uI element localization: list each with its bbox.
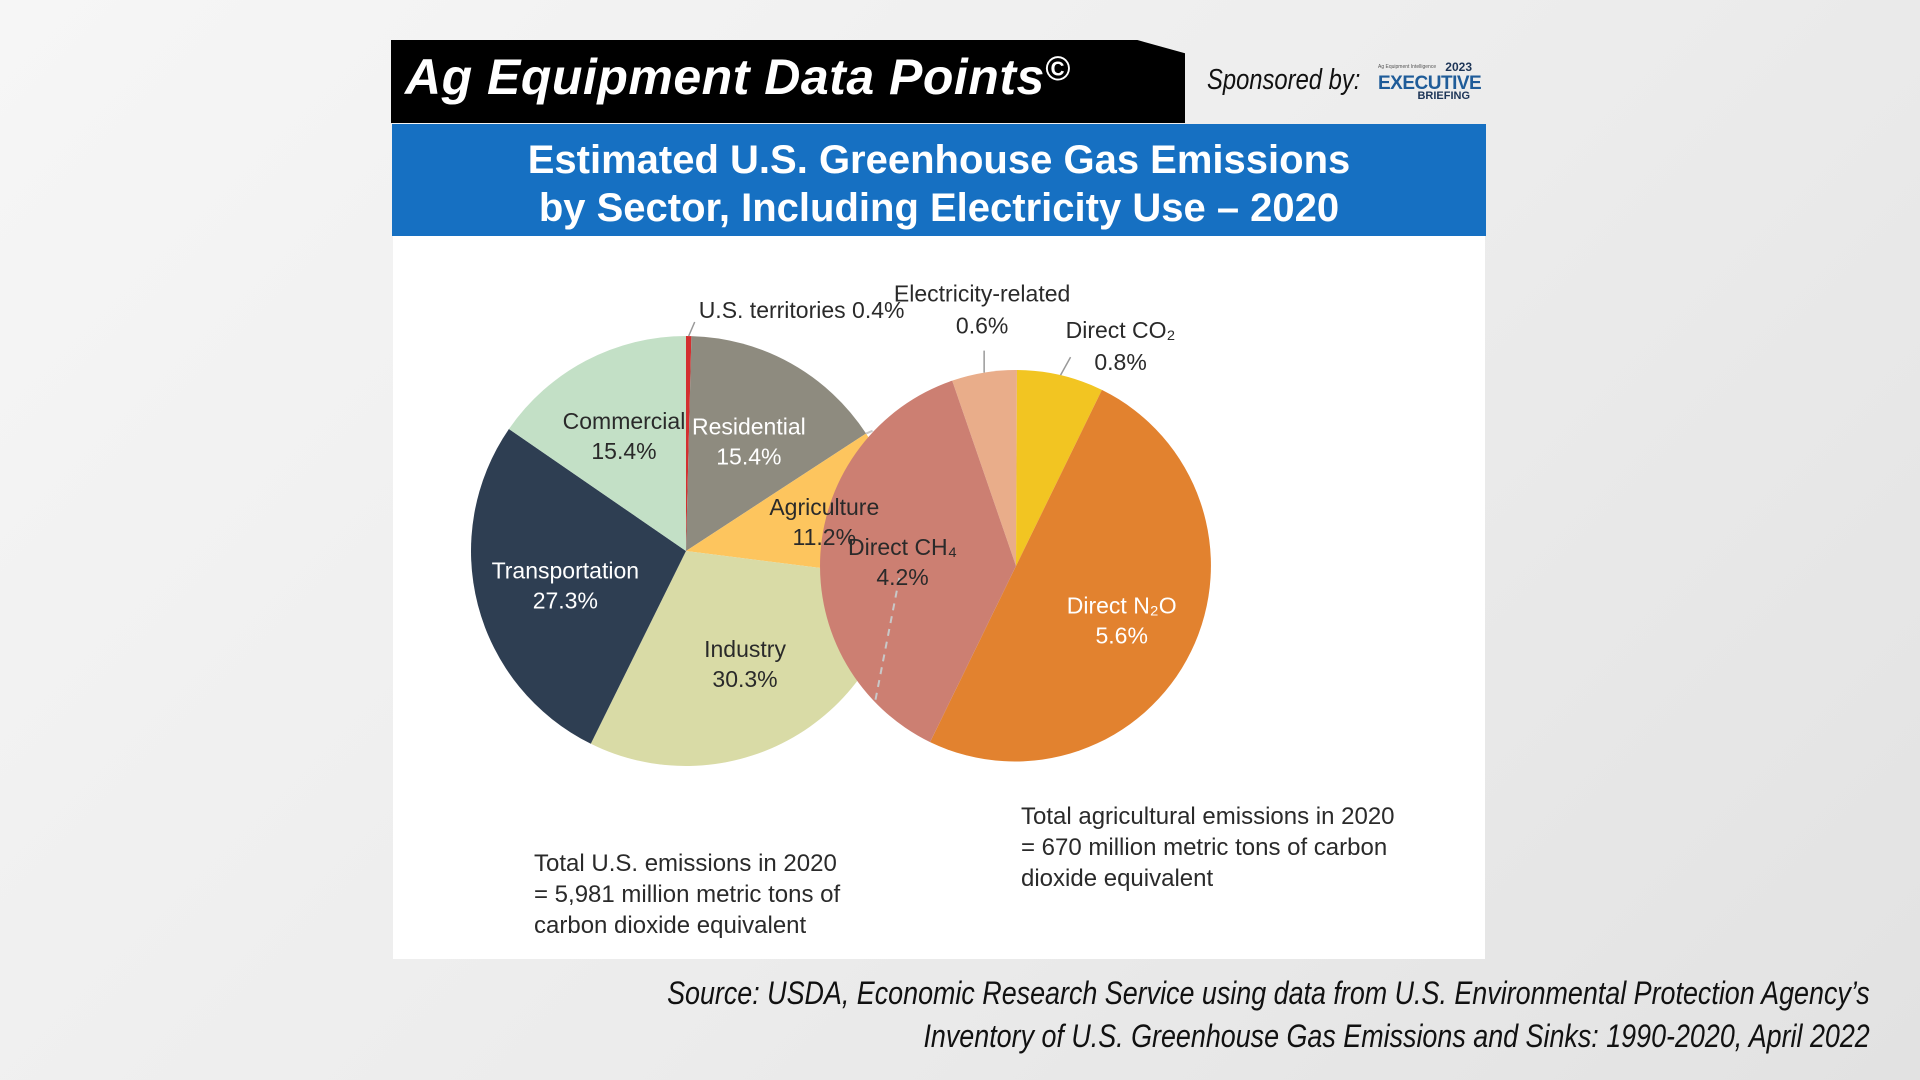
slice-value-residential: 15.4% [716, 443, 781, 469]
header-bar [391, 40, 1185, 123]
pie-slice-commercial [508, 336, 686, 551]
total-us-emissions-note-line-2: = 5,981 million metric tons of [534, 881, 841, 908]
pie-charts-svg: Residential 15.4% Agriculture 11.2% Industry… [471, 281, 1211, 766]
connector-line-top [865, 428, 876, 435]
chart-title-line-1: Estimated U.S. Greenhouse Gas Emissions [527, 138, 1351, 182]
source-citation: Source: USDA, Economic Research Service … [438, 972, 1870, 1058]
sponsor-logo-word1: EXECUTIVE [1378, 73, 1482, 94]
slice-label-transportation: Transportation [492, 557, 639, 583]
total-ag-emissions-note-line-2: = 670 million metric tons of carbon [1021, 834, 1388, 861]
pie-slice-u-s-territories [686, 336, 692, 551]
header-title-text: Ag Equipment Data Points [405, 49, 1045, 105]
slice-label-industry: Industry [704, 636, 786, 662]
sponsor-logo-tagline: Ag Equipment Intelligence [1378, 64, 1437, 70]
slice-label-residential: Residential [692, 413, 806, 439]
slice-label-us-territories: U.S. territories 0.4% [699, 297, 905, 323]
sponsor-logo: Ag Equipment Intelligence 2023 EXECUTIVE… [1374, 60, 1482, 102]
chart-panel: Residential 15.4% Agriculture 11.2% Industry… [393, 236, 1485, 959]
total-us-emissions-note-line-3: carbon dioxide equivalent [534, 912, 807, 939]
source-line-2: Inventory of U.S. Greenhouse Gas Emissio… [923, 1018, 1870, 1054]
sponsor-logo-year: 2023 [1445, 60, 1472, 74]
header-title: Ag Equipment Data Points© [405, 48, 1070, 106]
total-ag-emissions-note-line-1: Total agricultural emissions in 2020 [1021, 803, 1395, 830]
copyright-mark: © [1044, 50, 1071, 88]
total-ag-emissions-note-line-3: dioxide equivalent [1021, 865, 1214, 892]
slice-label-commercial: Commercial [563, 408, 686, 434]
slice-value-direct-n-o: 5.6% [1095, 623, 1147, 649]
slice-label-agriculture: Agriculture [769, 494, 879, 520]
pie-slice-direct-co [1016, 370, 1102, 566]
slice-value-agriculture: 11.2% [793, 524, 857, 550]
chart-title-band: Estimated U.S. Greenhouse Gas Emissions … [392, 124, 1486, 236]
source-line-1: Source: USDA, Economic Research Service … [667, 975, 1870, 1011]
total-us-emissions-note: Total U.S. emissions in 2020 = 5,981 mil… [534, 848, 894, 941]
slice-value-commercial: 15.4% [591, 438, 656, 464]
slice-label-direct-co2: Direct CO₂ [1066, 317, 1176, 343]
sponsor-label: Sponsored by: [1207, 64, 1361, 96]
leader-line-direct-co2 [1059, 356, 1072, 376]
pie-slice-transportation [471, 429, 686, 744]
slice-value-direct-ch: 4.2% [876, 564, 928, 590]
total-ag-emissions-note: Total agricultural emissions in 2020 = 6… [1021, 801, 1451, 894]
slice-value-electricity-related: 0.6% [956, 313, 1008, 339]
leader-line-us-territories [688, 321, 696, 337]
slice-value-industry: 30.3% [712, 666, 777, 692]
pie-slice-industry [590, 551, 900, 766]
chart-title-line-2: by Sector, Including Electricity Use – 2… [538, 186, 1340, 230]
slice-label-electricity-related: Electricity-related [894, 281, 1070, 307]
slice-label-direct-n-o: Direct N₂O [1067, 593, 1177, 619]
slice-label-direct-ch: Direct CH₄ [848, 534, 957, 560]
pie-slice-electricity-related [952, 369, 1017, 566]
slice-value-direct-co2: 0.8% [1094, 349, 1146, 375]
pie-slice-residential [686, 336, 867, 551]
connector-line-bottom [874, 577, 901, 703]
total-us-emissions-note-line-1: Total U.S. emissions in 2020 [534, 850, 837, 877]
slice-value-transportation: 27.3% [533, 587, 598, 613]
pie-slice-direct-n-o [930, 389, 1211, 762]
sponsor-logo-word2: BRIEFING [1417, 90, 1470, 102]
pie-slice-direct-ch [820, 380, 1016, 743]
